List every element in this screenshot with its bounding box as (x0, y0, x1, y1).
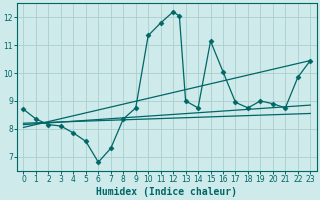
X-axis label: Humidex (Indice chaleur): Humidex (Indice chaleur) (96, 186, 237, 197)
